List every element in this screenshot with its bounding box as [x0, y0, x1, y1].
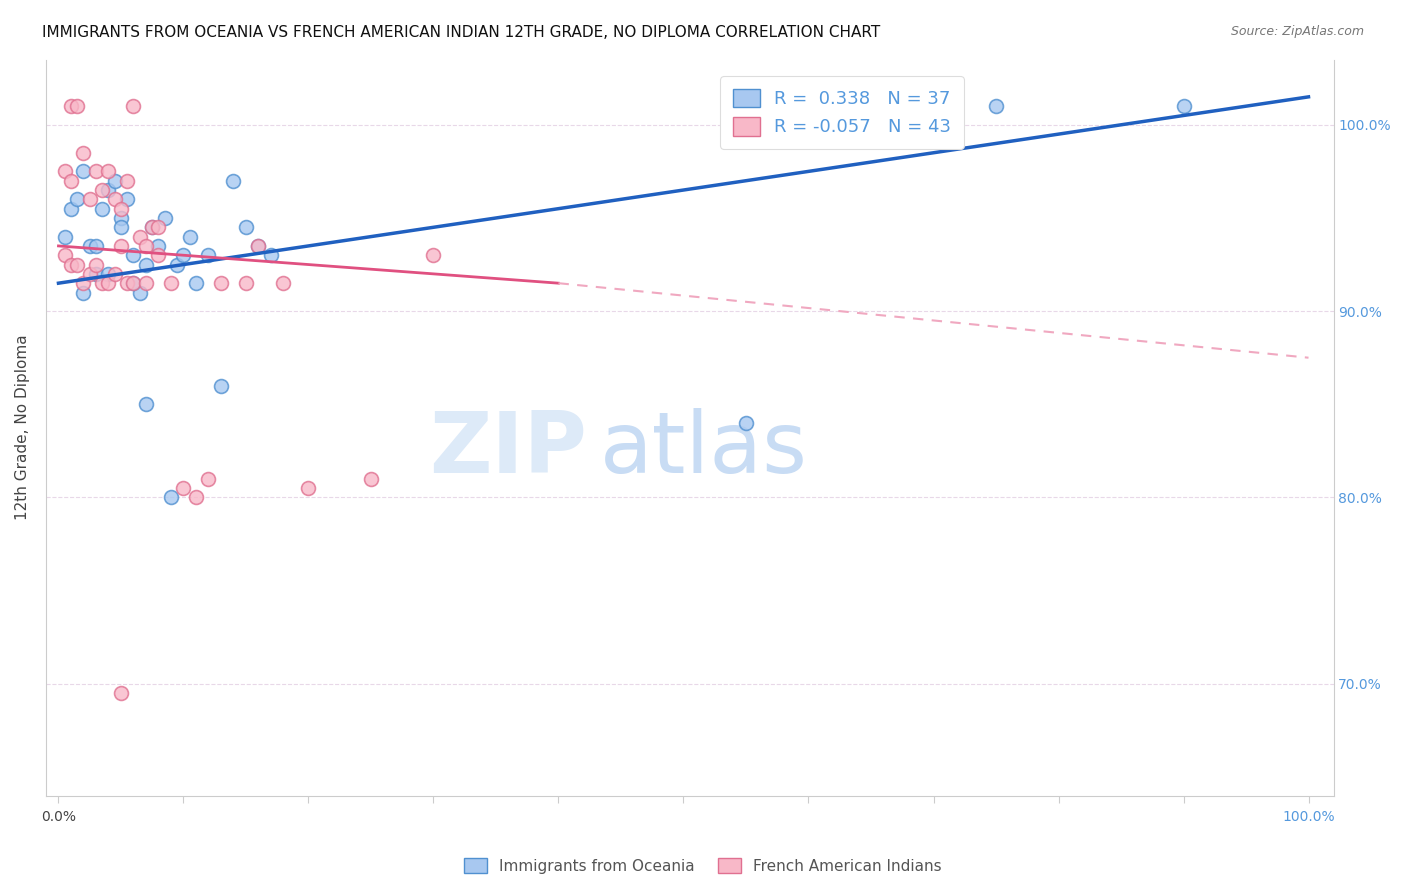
Point: [72, 164, 94, 178]
Point: [135, 276, 157, 290]
Point: [97, 267, 120, 281]
Point: [735, 416, 758, 430]
Point: [115, 174, 138, 188]
Point: [91, 202, 114, 216]
Point: [122, 99, 145, 113]
Point: [209, 378, 232, 392]
Point: [66, 258, 89, 272]
Text: 100.0%: 100.0%: [1282, 811, 1334, 824]
Point: [153, 211, 176, 225]
Point: [110, 239, 132, 253]
Text: atlas: atlas: [599, 409, 807, 491]
Point: [260, 248, 283, 262]
Point: [79, 192, 101, 206]
Text: IMMIGRANTS FROM OCEANIA VS FRENCH AMERICAN INDIAN 12TH GRADE, NO DIPLOMA CORRELA: IMMIGRANTS FROM OCEANIA VS FRENCH AMERIC…: [42, 25, 880, 40]
Point: [135, 397, 157, 411]
Text: Source: ZipAtlas.com: Source: ZipAtlas.com: [1230, 25, 1364, 38]
Point: [135, 239, 157, 253]
Point: [160, 276, 183, 290]
Point: [104, 267, 127, 281]
Point: [115, 192, 138, 206]
Point: [247, 239, 270, 253]
Y-axis label: 12th Grade, No Diploma: 12th Grade, No Diploma: [15, 334, 30, 520]
Point: [72, 276, 94, 290]
Point: [141, 220, 163, 235]
Point: [273, 276, 295, 290]
Point: [148, 239, 170, 253]
Point: [235, 220, 257, 235]
Point: [128, 229, 150, 244]
Point: [122, 276, 145, 290]
Point: [184, 491, 207, 505]
Point: [160, 491, 183, 505]
Point: [66, 99, 89, 113]
Point: [84, 267, 107, 281]
Point: [172, 248, 194, 262]
Point: [97, 276, 120, 290]
Point: [59, 202, 82, 216]
Point: [360, 472, 382, 486]
Point: [172, 481, 194, 495]
Point: [66, 192, 89, 206]
Point: [297, 481, 319, 495]
Point: [122, 248, 145, 262]
Point: [84, 164, 107, 178]
Point: [84, 239, 107, 253]
Point: [247, 239, 270, 253]
Point: [91, 276, 114, 290]
Point: [184, 276, 207, 290]
Text: 0.0%: 0.0%: [41, 811, 76, 824]
Point: [72, 285, 94, 300]
Point: [128, 285, 150, 300]
Point: [166, 258, 188, 272]
Point: [984, 99, 1007, 113]
Point: [110, 211, 132, 225]
Point: [235, 276, 257, 290]
Legend: R =  0.338   N = 37, R = -0.057   N = 43: R = 0.338 N = 37, R = -0.057 N = 43: [720, 76, 965, 149]
Point: [148, 248, 170, 262]
Point: [104, 192, 127, 206]
Point: [53, 248, 76, 262]
Point: [148, 220, 170, 235]
Point: [53, 229, 76, 244]
Point: [79, 267, 101, 281]
Point: [122, 276, 145, 290]
Point: [97, 164, 120, 178]
Text: ZIP: ZIP: [429, 409, 586, 491]
Point: [179, 229, 201, 244]
Point: [222, 174, 245, 188]
Point: [72, 145, 94, 160]
Point: [197, 248, 219, 262]
Point: [59, 174, 82, 188]
Point: [84, 258, 107, 272]
Point: [422, 248, 444, 262]
Point: [115, 276, 138, 290]
Point: [1173, 99, 1195, 113]
Point: [135, 258, 157, 272]
Point: [91, 183, 114, 197]
Point: [59, 99, 82, 113]
Point: [197, 472, 219, 486]
Point: [79, 239, 101, 253]
Point: [97, 183, 120, 197]
Point: [53, 164, 76, 178]
Point: [141, 220, 163, 235]
Point: [110, 220, 132, 235]
Point: [104, 174, 127, 188]
Point: [209, 276, 232, 290]
Point: [59, 258, 82, 272]
Point: [110, 202, 132, 216]
Legend: Immigrants from Oceania, French American Indians: Immigrants from Oceania, French American…: [458, 852, 948, 880]
Point: [110, 686, 132, 700]
